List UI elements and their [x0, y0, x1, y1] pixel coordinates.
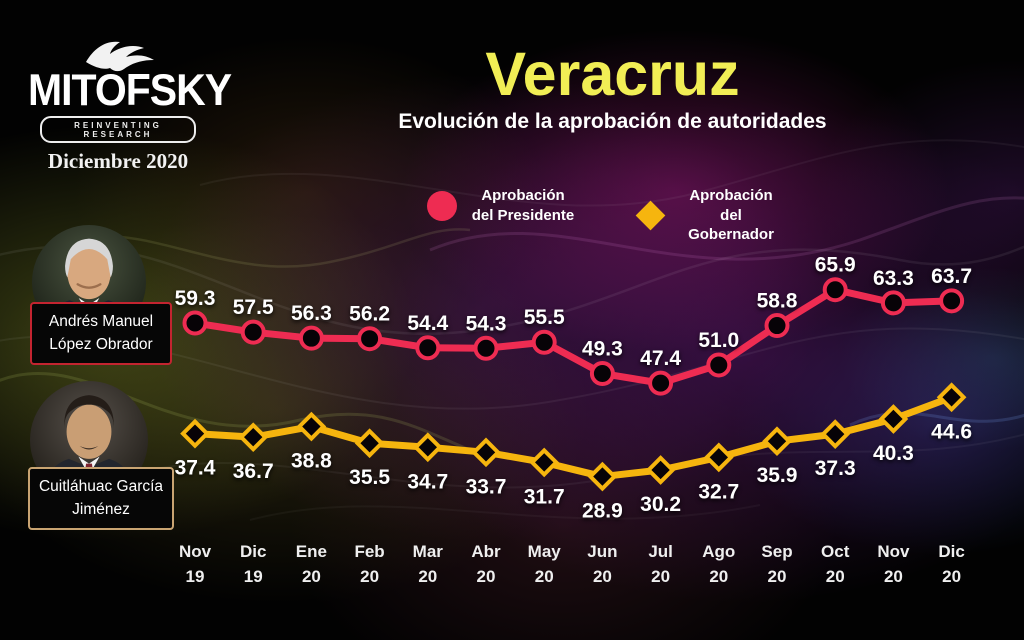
data-point-governor [180, 418, 210, 449]
category-label: Feb 20 [354, 542, 384, 586]
data-point-president [589, 361, 615, 387]
value-label: 44.6 [931, 420, 972, 443]
value-label: 55.5 [524, 306, 565, 329]
legend-item-president: Aprobación del Presidente [427, 186, 577, 225]
data-point-president [706, 352, 732, 378]
value-label: 54.4 [407, 312, 448, 335]
president-circle-marker-icon [427, 190, 457, 221]
brand-name: MITOFSKY [28, 65, 232, 115]
data-point-president [473, 335, 499, 361]
category-label: Nov 19 [179, 542, 212, 586]
data-point-governor [296, 411, 327, 442]
value-label: 58.8 [757, 290, 798, 313]
data-point-governor [820, 419, 851, 449]
category-label: Dic 20 [938, 542, 964, 586]
value-label: 59.3 [175, 287, 216, 310]
brand-tagline: REINVENTING RESEARCH [40, 116, 196, 143]
value-label: 36.7 [233, 460, 274, 483]
value-label: 35.5 [349, 466, 390, 489]
value-label: 56.3 [291, 302, 332, 325]
value-label: 40.3 [873, 442, 914, 465]
category-label: Abr 20 [471, 542, 501, 586]
category-label: Dic 19 [240, 542, 266, 586]
data-point-governor [354, 428, 385, 459]
category-label: Ago 20 [702, 542, 735, 586]
header: Veracruz Evolución de la aprobación de a… [340, 44, 885, 134]
category-label: Jul 20 [648, 542, 673, 586]
category-label: Ene 20 [296, 542, 327, 586]
data-point-president [880, 290, 906, 316]
data-point-president [822, 277, 848, 303]
value-label: 37.4 [175, 457, 216, 480]
value-label: 35.9 [757, 464, 798, 487]
data-point-governor [878, 404, 909, 434]
data-point-governor [936, 382, 967, 413]
data-point-governor [529, 447, 560, 478]
category-label: Oct 20 [821, 542, 850, 586]
governor-name-label: Cuitláhuac García Jiménez [28, 467, 174, 530]
page-subtitle: Evolución de la aprobación de autoridade… [398, 110, 827, 133]
data-point-president [240, 319, 266, 345]
category-label: Sep 20 [761, 542, 792, 586]
data-point-president [764, 313, 790, 339]
president-name-label: Andrés Manuel López Obrador [30, 302, 172, 365]
value-label: 63.7 [931, 265, 972, 288]
data-point-governor [703, 442, 734, 473]
value-label: 51.0 [698, 329, 739, 352]
legend-label: Aprobación del Presidente [471, 187, 575, 224]
value-label: 54.3 [466, 312, 507, 335]
report-date: Diciembre 2020 [47, 149, 189, 173]
category-label: Nov 20 [877, 542, 910, 586]
data-point-governor [645, 455, 676, 485]
category-label: Jun 20 [587, 542, 617, 586]
data-point-president [357, 326, 383, 352]
data-point-president [531, 329, 557, 355]
value-label: 30.2 [640, 493, 681, 516]
data-point-governor [238, 422, 269, 453]
value-label: 28.9 [582, 500, 623, 523]
data-point-governor [412, 432, 443, 463]
data-point-president [415, 335, 441, 361]
value-label: 32.7 [698, 480, 739, 503]
category-label: May 20 [528, 542, 562, 586]
value-label: 49.3 [582, 338, 623, 361]
value-label: 65.9 [815, 254, 856, 277]
data-point-president [298, 325, 324, 351]
data-point-president [939, 288, 965, 314]
value-label: 56.2 [349, 303, 390, 326]
data-point-governor [762, 426, 792, 457]
value-label: 37.3 [815, 457, 856, 480]
value-label: 34.7 [407, 470, 448, 493]
data-point-governor [587, 461, 618, 492]
data-point-president [648, 370, 674, 396]
bird-icon [86, 41, 154, 72]
page-title: Veracruz [485, 40, 740, 108]
value-label: 63.3 [873, 267, 914, 290]
legend-item-governor: Aprobación del Gobernador [635, 186, 785, 245]
data-point-president [182, 310, 208, 336]
value-label: 31.7 [524, 485, 565, 508]
value-label: 38.8 [291, 450, 332, 473]
value-label: 47.4 [640, 347, 681, 370]
data-point-governor [471, 437, 501, 468]
legend-label: Aprobación del Gobernador [688, 187, 774, 243]
value-label: 57.5 [233, 296, 274, 319]
mitofsky-logo: MITOFSKY REINVENTING RESEARCH Diciembre … [28, 36, 232, 174]
value-label: 33.7 [466, 475, 507, 498]
category-label: Mar 20 [413, 542, 444, 586]
